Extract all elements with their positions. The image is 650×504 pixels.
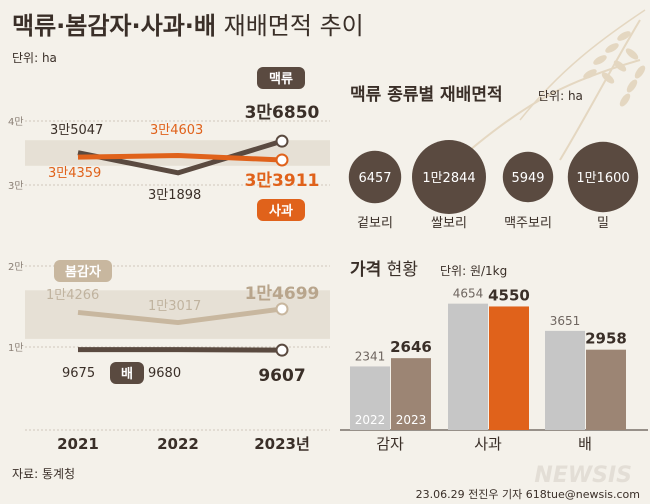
series-tag-box xyxy=(54,260,112,282)
bubble xyxy=(348,150,402,204)
x-tick-label: 2023년 xyxy=(254,435,310,453)
bar xyxy=(391,358,431,430)
bar-value-label: 2958 xyxy=(585,330,627,348)
data-label: 1만4266 xyxy=(46,288,99,303)
page-title: 맥류·봄감자·사과·배 재배면적 추이 xyxy=(12,12,364,40)
bubble-chart: 6457 겉보리 1만2844 쌀보리 5949 맥주보리 1만1600 밀 xyxy=(348,140,639,231)
bar-series-label: 2023 xyxy=(396,413,427,427)
x-axis: 2021 2022 2023년 xyxy=(57,435,310,453)
bar-value-label: 2341 xyxy=(355,349,386,363)
wheat-illustration xyxy=(469,9,646,161)
x-tick-label: 2021 xyxy=(57,435,99,453)
bar xyxy=(545,330,585,430)
data-label: 9607 xyxy=(258,366,305,386)
bar-category-label: 감자 xyxy=(376,435,404,453)
data-label: 1만3017 xyxy=(148,299,201,314)
source-text: 자료: 통계청 xyxy=(12,467,75,481)
bubble-chart-unit: 단위: ha xyxy=(538,89,583,103)
bubble-value-label: 1만1600 xyxy=(576,171,629,186)
series-name-label: 배 xyxy=(121,366,133,382)
data-label: 3만4359 xyxy=(48,166,101,181)
y-tick-label: 1만 xyxy=(8,342,24,354)
y-tick-label: 4만 xyxy=(8,116,24,128)
bar-value-label: 4550 xyxy=(488,286,530,304)
endpoint-marker xyxy=(275,343,289,357)
bubble-value-label: 6457 xyxy=(358,171,391,186)
credit-text: 23.06.29 전진우 기자 618tue@newsis.com xyxy=(416,488,640,501)
watermark-logo: NEWSIS xyxy=(534,463,632,488)
bubble-name-label: 쌀보리 xyxy=(431,216,467,231)
data-label: 1만4699 xyxy=(245,284,320,304)
series-tag-box xyxy=(257,67,305,89)
bubble-name-label: 겉보리 xyxy=(357,216,393,231)
bubble-name-label: 맥주보리 xyxy=(504,216,552,231)
bar-title-rest: 현황 xyxy=(381,260,418,280)
series-line-apple xyxy=(77,153,283,163)
bar xyxy=(350,366,390,430)
bubble xyxy=(412,140,486,214)
endpoint-marker xyxy=(275,153,289,167)
bar-chart-title: 가격 현황 xyxy=(350,260,418,280)
series-line-pear xyxy=(77,347,283,353)
series-name-label: 봄감자 xyxy=(65,265,101,280)
bar-value-label: 2646 xyxy=(390,338,432,356)
bubble-chart-header: 맥류 종류별 재배면적 단위: ha xyxy=(350,85,583,105)
bar-chart: 2341 2022 2646 2023 감자 4654 4550 사과 3651 2958 배 xyxy=(340,286,648,453)
bar-series-label: 2022 xyxy=(355,413,386,427)
bar-chart-unit: 단위: 원/1kg xyxy=(440,264,507,278)
unit-label: 단위: ha xyxy=(12,51,57,65)
bubble-name-label: 밀 xyxy=(597,216,609,231)
bar xyxy=(448,303,488,430)
y-tick-label: 2만 xyxy=(8,261,24,273)
title-bold: 맥류·봄감자·사과·배 xyxy=(12,12,216,40)
endpoint-marker xyxy=(275,134,289,148)
bar-title-bold: 가격 xyxy=(350,260,381,280)
y-tick-label: 3만 xyxy=(8,180,24,192)
series-tag-box xyxy=(257,199,305,221)
bar xyxy=(586,349,626,430)
data-label: 3만6850 xyxy=(245,103,320,123)
series-line-macryu xyxy=(77,138,283,176)
bar-category-label: 사과 xyxy=(474,435,502,453)
bar-value-label: 3651 xyxy=(550,314,581,328)
data-label: 3만3911 xyxy=(245,171,320,191)
data-label: 3만5047 xyxy=(50,123,103,138)
bubble xyxy=(502,151,554,203)
series-name-label: 사과 xyxy=(269,203,293,219)
bar-value-label: 4654 xyxy=(453,287,484,301)
series-line-spring-potato xyxy=(77,306,283,326)
x-tick-label: 2022 xyxy=(157,435,199,453)
data-label: 9675 xyxy=(62,366,95,381)
data-label: 9680 xyxy=(148,366,181,381)
series-name-label: 맥류 xyxy=(269,71,293,87)
line-chart-macryu-apple: 4만 3만 3만5047 3만1898 3만6850 3만4359 3만4603 3만3911… xyxy=(8,67,330,221)
bubble-value-label: 5949 xyxy=(511,171,544,186)
data-label: 3만1898 xyxy=(148,188,201,203)
endpoint-marker xyxy=(275,302,289,316)
bar-chart-header: 가격 현황 단위: 원/1kg xyxy=(350,260,507,280)
bar-category-label: 배 xyxy=(578,435,592,453)
data-label: 3만4603 xyxy=(150,123,203,138)
bubble-value-label: 1만2844 xyxy=(422,171,475,186)
bar xyxy=(489,306,529,430)
title-rest: 재배면적 추이 xyxy=(216,12,364,40)
bubble xyxy=(567,141,639,213)
bubble-chart-title: 맥류 종류별 재배면적 xyxy=(350,85,503,105)
series-tag-box xyxy=(110,362,144,384)
